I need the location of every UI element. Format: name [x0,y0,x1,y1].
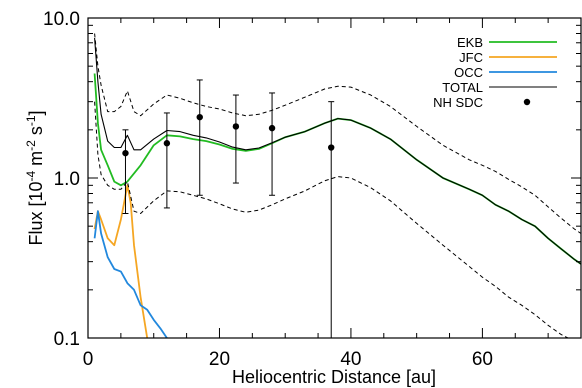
x-tick-label: 20 [209,349,230,370]
y-title-end: ] [26,110,46,115]
y-tick-label: 0.1 [54,329,80,350]
plot-layer [93,33,581,338]
data-point-nh-sdc [122,149,129,157]
y-title-s-exp: -1 [24,115,38,126]
data-point-nh-sdc [232,123,240,130]
series-group [93,33,581,338]
y-title-m-exp: -2 [24,140,38,151]
x-tick-label: 0 [83,349,94,370]
legend-label-ekb: EKB [457,35,483,50]
legend-label-nh-sdc: NH SDC [433,95,483,110]
y-axis-title: Flux [10-4 m-2 s-1] [24,110,46,245]
data-point-nh-sdc [328,144,335,151]
data-point-nh-sdc [196,113,203,121]
y-title-exp: -4 [24,171,38,182]
series-line-ekb [93,73,581,265]
tick-layer: 0 20 40 60 0.1 1.0 10.0 [43,9,582,370]
series-line-total [94,37,581,265]
data-point-nh-sdc [268,124,276,132]
data-point-nh-sdc [163,140,171,147]
legend-label-jfc: JFC [459,50,483,65]
legend-swatch-dot [523,98,531,106]
legend-label-total: TOTAL [442,80,483,95]
nh-sdc-markers [122,79,335,338]
x-tick-label: 60 [472,349,493,370]
series-line-jfc [93,184,149,338]
x-axis-title: Heliocentric Distance [au] [232,367,436,387]
y-tick-label: 10.0 [43,9,80,30]
x-tick-label: 40 [340,349,361,370]
y-tick-label: 1.0 [54,169,80,190]
legend-label-occ: OCC [454,65,483,80]
uncertainty-band-line-4 [94,33,581,234]
series-line-occ [93,210,168,338]
y-title-m: m [26,151,46,171]
y-title-main: Flux [10 [26,182,46,246]
y-title-s: s [26,126,46,140]
